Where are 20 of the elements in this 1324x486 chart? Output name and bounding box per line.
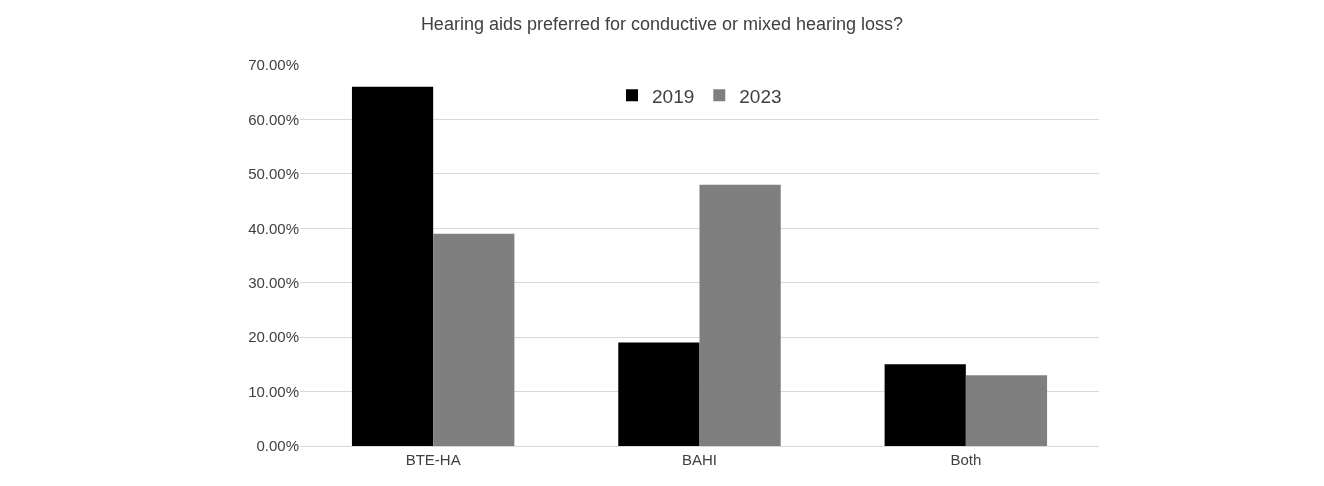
x-tick-label: BAHI (681, 451, 718, 468)
bar (433, 233, 515, 446)
y-tick-label: 10.00% (248, 382, 299, 400)
legend-label: 2019 (652, 85, 695, 107)
y-tick-label: 0.00% (256, 437, 299, 455)
y-tick-label: 40.00% (248, 219, 299, 237)
bar (965, 375, 1048, 446)
chart-title: Hearing aids preferred for conductive or mixed hearing loss? (420, 13, 904, 34)
bar (699, 184, 781, 446)
bar (618, 342, 700, 446)
bar (884, 364, 966, 446)
y-tick-label: 20.00% (248, 328, 299, 346)
x-tick-label: Both (950, 451, 982, 468)
y-tick-label: 50.00% (248, 165, 299, 183)
x-tick-label: BTE-HA (405, 451, 461, 468)
y-tick-label: 60.00% (248, 110, 299, 128)
y-tick-label: 70.00% (248, 56, 299, 74)
bar (351, 86, 434, 446)
y-tick-label: 30.00% (248, 273, 299, 291)
legend-label: 2023 (739, 85, 782, 107)
